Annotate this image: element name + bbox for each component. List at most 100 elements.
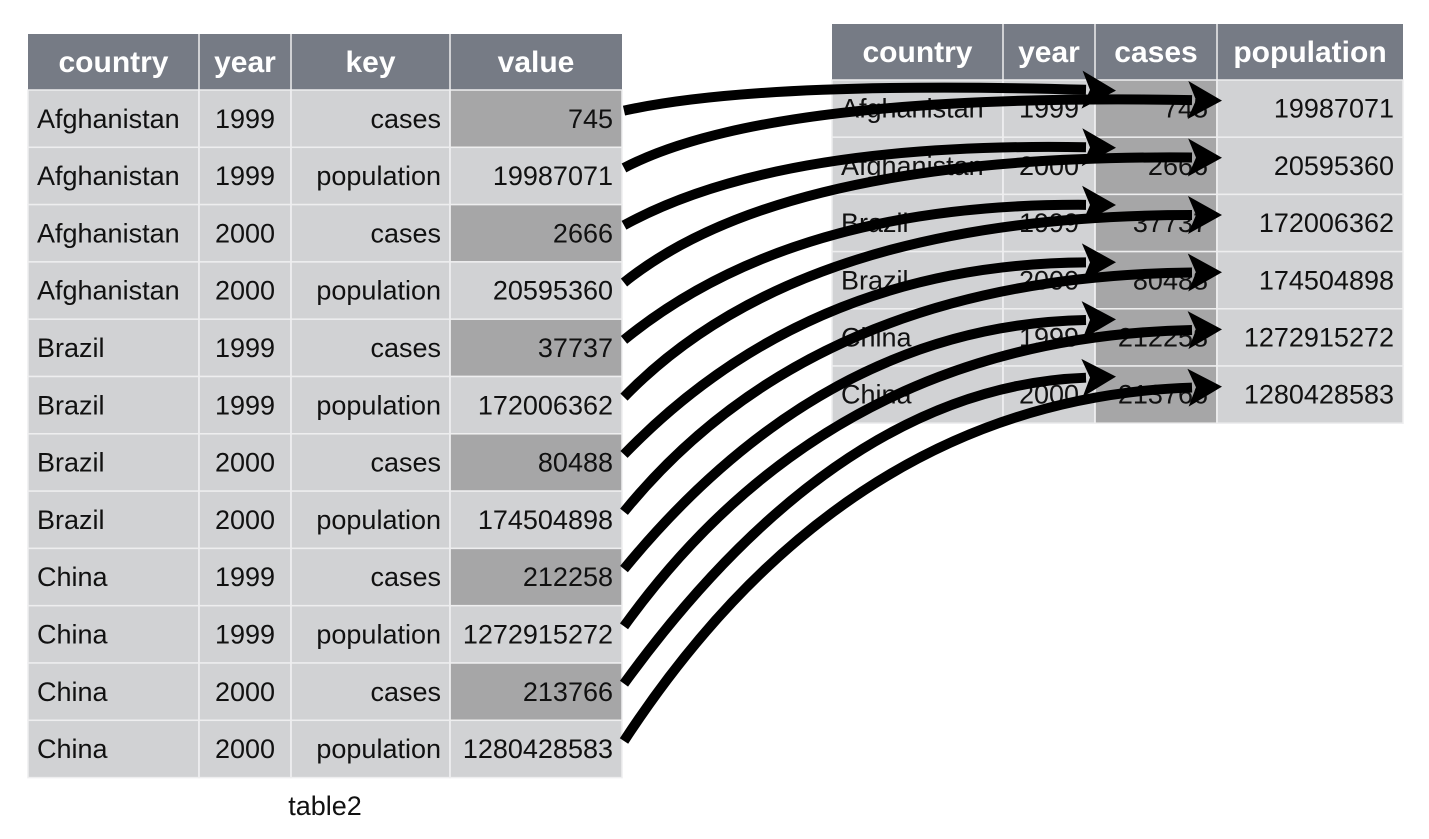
cell-text: cases	[370, 448, 441, 478]
cell	[198, 89, 292, 149]
arrow	[619, 325, 1193, 630]
cell	[27, 89, 200, 149]
cell-text: cases	[370, 562, 441, 592]
arrow	[620, 152, 1193, 287]
cell-text: 1999	[215, 619, 275, 649]
arrow-head	[1081, 358, 1116, 397]
arrow	[619, 372, 1087, 687]
header-bg	[832, 24, 1403, 80]
arrow-head	[1187, 311, 1222, 350]
cell	[27, 261, 200, 320]
arrow-head	[1081, 243, 1116, 282]
cell-text: 1999	[215, 333, 275, 363]
cell	[27, 490, 200, 550]
cell-text: 172006362	[478, 390, 613, 420]
arrow-head	[1187, 253, 1222, 292]
cell-text: China	[37, 677, 109, 707]
column-header: population	[1233, 36, 1386, 69]
cell-text: 1272915272	[1244, 323, 1394, 353]
cell-text: 37737	[538, 333, 613, 363]
arrow	[620, 315, 1087, 573]
cell-text: 2666	[553, 218, 613, 248]
cell-text: 1999	[215, 390, 275, 420]
cell	[1216, 136, 1404, 196]
cell	[198, 433, 292, 492]
header-bg	[28, 34, 622, 90]
cell-text: population	[316, 161, 441, 191]
cell-text: population	[316, 734, 441, 764]
left-table: country year key value Afghanistan 1999 cases 7…	[27, 34, 623, 779]
cell	[198, 490, 292, 550]
arrow	[620, 199, 1087, 344]
cell	[1216, 193, 1404, 253]
arrow-head	[1081, 301, 1116, 340]
cell-text: Brazil	[37, 390, 105, 420]
cell-text: China	[37, 619, 109, 649]
column-header: cases	[1114, 36, 1197, 69]
cell	[27, 318, 200, 378]
cell	[290, 490, 451, 550]
cell	[449, 203, 623, 263]
cell-text: 213766	[523, 677, 613, 707]
cell-text: cases	[370, 333, 441, 363]
arrow-head	[1187, 81, 1222, 119]
cell-text: 1999	[215, 562, 275, 592]
arrow	[620, 257, 1087, 458]
arrow	[619, 382, 1193, 744]
cell	[27, 375, 200, 435]
cell	[27, 433, 200, 492]
cell-text: 745	[568, 104, 613, 134]
cell-text: population	[316, 390, 441, 420]
cell-text: population	[316, 505, 441, 535]
cell	[198, 719, 292, 779]
cell-text: 172006362	[1259, 208, 1394, 238]
arrow-head	[1188, 196, 1222, 234]
arrow	[621, 94, 1193, 173]
cell	[198, 604, 292, 664]
cell-text: 174504898	[478, 505, 613, 535]
arrow	[622, 82, 1087, 116]
cell	[27, 719, 200, 779]
cell	[290, 547, 451, 607]
cell	[198, 318, 292, 378]
column-header: key	[345, 46, 395, 79]
cell-text: China	[37, 734, 109, 764]
cell-text: Afghanistan	[37, 161, 180, 191]
cell	[290, 662, 451, 722]
cell	[449, 719, 623, 779]
arrow	[620, 267, 1193, 515]
cell-text: 2000	[215, 218, 275, 248]
cell-text: population	[316, 619, 441, 649]
cell-text: cases	[370, 677, 441, 707]
arrow	[620, 210, 1193, 401]
cell	[290, 375, 451, 435]
cell-text: 20595360	[493, 276, 613, 306]
arrow	[621, 141, 1087, 230]
arrow-head	[1187, 368, 1222, 407]
cell-text: 19987071	[1274, 94, 1394, 124]
cell-text: Brazil	[37, 448, 105, 478]
cell	[27, 203, 200, 263]
cell-text: 2000	[215, 448, 275, 478]
cell	[449, 547, 623, 607]
cell	[27, 662, 200, 722]
column-header: country	[58, 46, 168, 79]
cell	[449, 604, 623, 664]
cell	[198, 261, 292, 320]
cell	[449, 662, 623, 722]
cell-text: Brazil	[37, 505, 105, 535]
cell-text: cases	[370, 104, 441, 134]
cell-text: 1999	[215, 161, 275, 191]
cell	[1216, 79, 1404, 138]
caption: table2	[288, 791, 362, 821]
cell-text: 1999	[215, 104, 275, 134]
cell-text: population	[316, 276, 441, 306]
cell-text: 2000	[215, 276, 275, 306]
cell-text: 2000	[215, 505, 275, 535]
cell-text: cases	[370, 218, 441, 248]
cell-text: 1280428583	[463, 734, 613, 764]
column-header: year	[214, 46, 276, 79]
cell	[290, 89, 451, 149]
cell-text: Afghanistan	[37, 276, 180, 306]
